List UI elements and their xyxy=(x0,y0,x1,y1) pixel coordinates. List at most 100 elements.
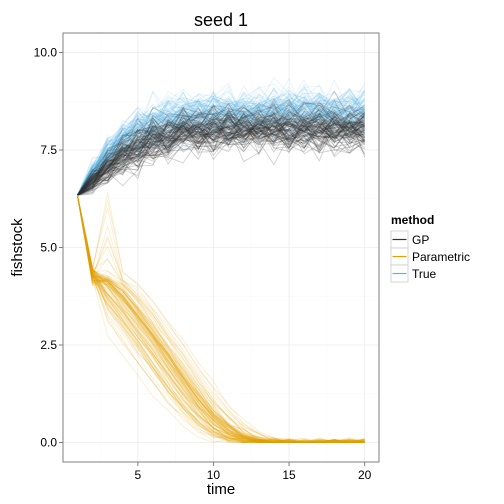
series-line-true xyxy=(77,93,365,196)
series-parametric xyxy=(76,192,365,443)
series-line-parametric xyxy=(76,195,365,443)
series-line-gp xyxy=(77,122,365,196)
series-line-true xyxy=(77,93,365,196)
series-line-gp xyxy=(77,118,365,196)
series-line-true xyxy=(76,99,365,196)
series-line-gp xyxy=(77,115,365,196)
series-line-gp xyxy=(77,109,365,196)
series-line-parametric xyxy=(76,195,365,443)
series-line-gp xyxy=(77,111,365,196)
series-line-true xyxy=(77,102,365,196)
series-line-true xyxy=(77,88,365,196)
legend: method GP Parametric True xyxy=(390,213,470,283)
series-line-true xyxy=(77,94,365,196)
series-line-parametric xyxy=(76,195,365,443)
series-line-gp xyxy=(77,120,365,196)
legend-label: GP xyxy=(412,233,429,247)
series-line-true xyxy=(77,90,365,196)
legend-label: Parametric xyxy=(412,250,470,264)
series-line-parametric xyxy=(76,195,365,443)
series-line-true xyxy=(77,104,365,196)
series-line-true xyxy=(77,91,365,196)
series-line-parametric xyxy=(76,195,365,443)
series-line-true xyxy=(77,92,365,196)
series-line-gp xyxy=(77,118,365,196)
series-line-parametric xyxy=(76,195,365,443)
series-line-gp xyxy=(77,111,365,196)
series-line-parametric xyxy=(76,195,365,443)
series-line-true xyxy=(77,99,365,196)
series-line-parametric xyxy=(76,195,365,443)
series-line-parametric xyxy=(76,195,365,443)
series-line-gp xyxy=(77,112,365,196)
series-line-true xyxy=(77,89,366,196)
series-line-parametric xyxy=(76,195,365,443)
series-line-parametric xyxy=(76,195,365,443)
series-line-gp xyxy=(77,122,365,196)
series-line-parametric xyxy=(76,195,365,443)
series-line-parametric xyxy=(76,195,365,443)
series-line-gp xyxy=(77,110,365,196)
series-line-parametric xyxy=(76,195,365,443)
grid-lines xyxy=(63,33,379,462)
series-line-parametric xyxy=(76,195,365,443)
series-line-true xyxy=(77,97,365,196)
series-line-gp xyxy=(77,116,365,196)
series-line-parametric xyxy=(76,195,365,443)
series-line-parametric xyxy=(76,195,365,443)
series-line-true xyxy=(77,90,365,196)
series-line-parametric xyxy=(76,195,365,443)
series-line-parametric xyxy=(76,195,365,443)
series-line-true xyxy=(77,98,365,196)
series-line-parametric xyxy=(76,195,365,443)
series-line-true xyxy=(77,90,365,196)
series-line-parametric xyxy=(76,195,365,443)
series-line-parametric xyxy=(76,195,365,443)
series-line-parametric xyxy=(76,195,365,443)
series-line-true xyxy=(77,95,365,196)
series-line-gp xyxy=(77,116,365,196)
series-line-gp xyxy=(77,101,365,196)
series-line-true xyxy=(77,88,365,196)
series-line-parametric xyxy=(76,195,365,443)
y-tick-label: 0.0 xyxy=(40,436,57,450)
series-line-gp xyxy=(77,114,365,196)
series-line-parametric xyxy=(76,195,365,443)
series-line-gp xyxy=(77,113,365,196)
series-line-true xyxy=(77,106,365,196)
series-line-gp xyxy=(77,112,365,196)
series-line-true xyxy=(77,91,365,196)
series-line-gp xyxy=(77,103,365,196)
series-line-parametric xyxy=(76,195,365,443)
series-line-true xyxy=(77,95,365,196)
series-line-true xyxy=(77,84,365,196)
series-line-parametric xyxy=(76,195,365,443)
series-line-gp xyxy=(77,108,365,196)
series-line-true xyxy=(76,95,365,196)
legend-label: True xyxy=(412,267,437,281)
series-line-gp xyxy=(77,120,365,196)
series-line-parametric xyxy=(76,195,365,443)
series-line-parametric xyxy=(76,195,365,443)
series-line-true xyxy=(77,79,365,196)
series-line-true xyxy=(76,92,365,196)
series-line-parametric xyxy=(76,195,365,443)
series-line-true xyxy=(77,93,365,196)
series-line-parametric xyxy=(76,195,365,443)
y-tick-label: 7.5 xyxy=(40,143,57,157)
series-line-gp xyxy=(77,104,365,196)
series-line-gp xyxy=(77,112,365,196)
series-line-parametric xyxy=(76,195,365,443)
series-line-true xyxy=(76,82,365,196)
series-line-true xyxy=(77,96,365,196)
series-line-parametric xyxy=(76,195,365,443)
series-line-parametric xyxy=(76,195,365,443)
series-line-gp xyxy=(77,111,365,196)
series-line-true xyxy=(77,103,365,196)
series-line-true xyxy=(77,91,365,196)
series-line-gp xyxy=(77,107,365,196)
series-line-true xyxy=(76,88,365,196)
series-line-gp xyxy=(77,119,365,196)
series-line-parametric xyxy=(76,195,365,443)
